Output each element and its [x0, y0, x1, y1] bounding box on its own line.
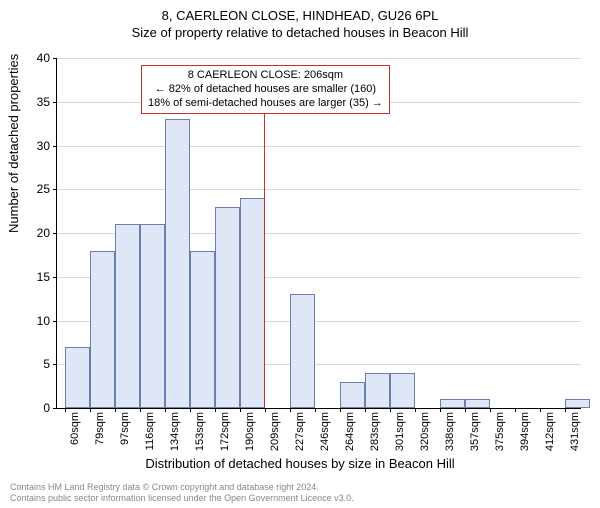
histogram-bar	[290, 294, 315, 408]
histogram-bar	[365, 373, 390, 408]
gridline	[57, 189, 581, 190]
xtick-mark	[315, 408, 316, 412]
histogram-bar	[140, 224, 165, 408]
xtick-mark	[290, 408, 291, 412]
xtick-label: 60sqm	[69, 412, 81, 445]
xtick-label: 172sqm	[219, 412, 231, 451]
xtick-mark	[515, 408, 516, 412]
xtick-mark	[565, 408, 566, 412]
histogram-bar	[240, 198, 265, 408]
xtick-mark	[390, 408, 391, 412]
ytick-label: 15	[30, 270, 50, 284]
marker-line	[264, 111, 265, 409]
xtick-mark	[165, 408, 166, 412]
xtick-label: 283sqm	[369, 412, 381, 451]
xtick-mark	[465, 408, 466, 412]
y-axis-label: Number of detached properties	[6, 54, 21, 233]
xtick-mark	[65, 408, 66, 412]
gridline	[57, 58, 581, 59]
footer-attribution: Contains HM Land Registry data © Crown c…	[10, 482, 354, 504]
xtick-mark	[190, 408, 191, 412]
xtick-label: 264sqm	[344, 412, 356, 451]
xtick-label: 375sqm	[494, 412, 506, 451]
xtick-mark	[490, 408, 491, 412]
histogram-bar	[115, 224, 140, 408]
histogram-bar	[340, 382, 365, 408]
xtick-label: 116sqm	[144, 412, 156, 450]
histogram-bar	[90, 251, 115, 409]
ytick-label: 35	[30, 95, 50, 109]
chart-area: 60sqm79sqm97sqm116sqm134sqm153sqm172sqm1…	[56, 58, 580, 408]
histogram-bar	[190, 251, 215, 409]
xtick-label: 357sqm	[469, 412, 481, 451]
xtick-mark	[90, 408, 91, 412]
histogram-bar	[440, 399, 465, 408]
info-box-line1: 8 CAERLEON CLOSE: 206sqm	[148, 69, 383, 83]
ytick-label: 20	[30, 226, 50, 240]
ytick-mark	[53, 233, 57, 234]
ytick-label: 40	[30, 51, 50, 65]
info-box-line2: ← 82% of detached houses are smaller (16…	[148, 83, 383, 97]
histogram-bar	[565, 399, 590, 408]
histogram-bar	[65, 347, 90, 408]
xtick-mark	[215, 408, 216, 412]
ytick-label: 5	[30, 357, 50, 371]
footer-line2: Contains public sector information licen…	[10, 493, 354, 504]
xtick-label: 153sqm	[194, 412, 206, 451]
xtick-label: 246sqm	[319, 412, 331, 451]
xtick-label: 320sqm	[419, 412, 431, 451]
histogram-bar	[465, 399, 490, 408]
chart-title-sub: Size of property relative to detached ho…	[0, 25, 600, 40]
ytick-label: 25	[30, 182, 50, 196]
ytick-label: 10	[30, 314, 50, 328]
ytick-label: 0	[30, 401, 50, 415]
x-axis-label: Distribution of detached houses by size …	[0, 456, 600, 471]
marker-info-box: 8 CAERLEON CLOSE: 206sqm ← 82% of detach…	[141, 65, 390, 114]
xtick-label: 190sqm	[244, 412, 256, 451]
ytick-label: 30	[30, 139, 50, 153]
ytick-mark	[53, 408, 57, 409]
xtick-mark	[365, 408, 366, 412]
xtick-mark	[415, 408, 416, 412]
xtick-label: 394sqm	[519, 412, 531, 451]
xtick-mark	[265, 408, 266, 412]
xtick-mark	[240, 408, 241, 412]
xtick-label: 227sqm	[294, 412, 306, 451]
ytick-mark	[53, 146, 57, 147]
xtick-label: 301sqm	[394, 412, 406, 451]
ytick-mark	[53, 189, 57, 190]
gridline	[57, 146, 581, 147]
chart-title-main: 8, CAERLEON CLOSE, HINDHEAD, GU26 6PL	[0, 8, 600, 23]
xtick-label: 412sqm	[544, 412, 556, 451]
ytick-mark	[53, 364, 57, 365]
xtick-label: 134sqm	[169, 412, 181, 451]
xtick-mark	[540, 408, 541, 412]
xtick-mark	[140, 408, 141, 412]
histogram-bar	[165, 119, 190, 408]
xtick-mark	[340, 408, 341, 412]
footer-line1: Contains HM Land Registry data © Crown c…	[10, 482, 354, 493]
chart-container: 8, CAERLEON CLOSE, HINDHEAD, GU26 6PL Si…	[0, 8, 600, 508]
ytick-mark	[53, 58, 57, 59]
xtick-label: 338sqm	[444, 412, 456, 451]
histogram-bar	[390, 373, 415, 408]
ytick-mark	[53, 102, 57, 103]
xtick-mark	[440, 408, 441, 412]
xtick-mark	[115, 408, 116, 412]
ytick-mark	[53, 321, 57, 322]
ytick-mark	[53, 277, 57, 278]
xtick-label: 209sqm	[269, 412, 281, 451]
xtick-label: 431sqm	[569, 412, 581, 451]
xtick-label: 97sqm	[119, 412, 131, 445]
histogram-bar	[215, 207, 240, 408]
info-box-line3: 18% of semi-detached houses are larger (…	[148, 97, 383, 111]
xtick-label: 79sqm	[94, 412, 106, 445]
